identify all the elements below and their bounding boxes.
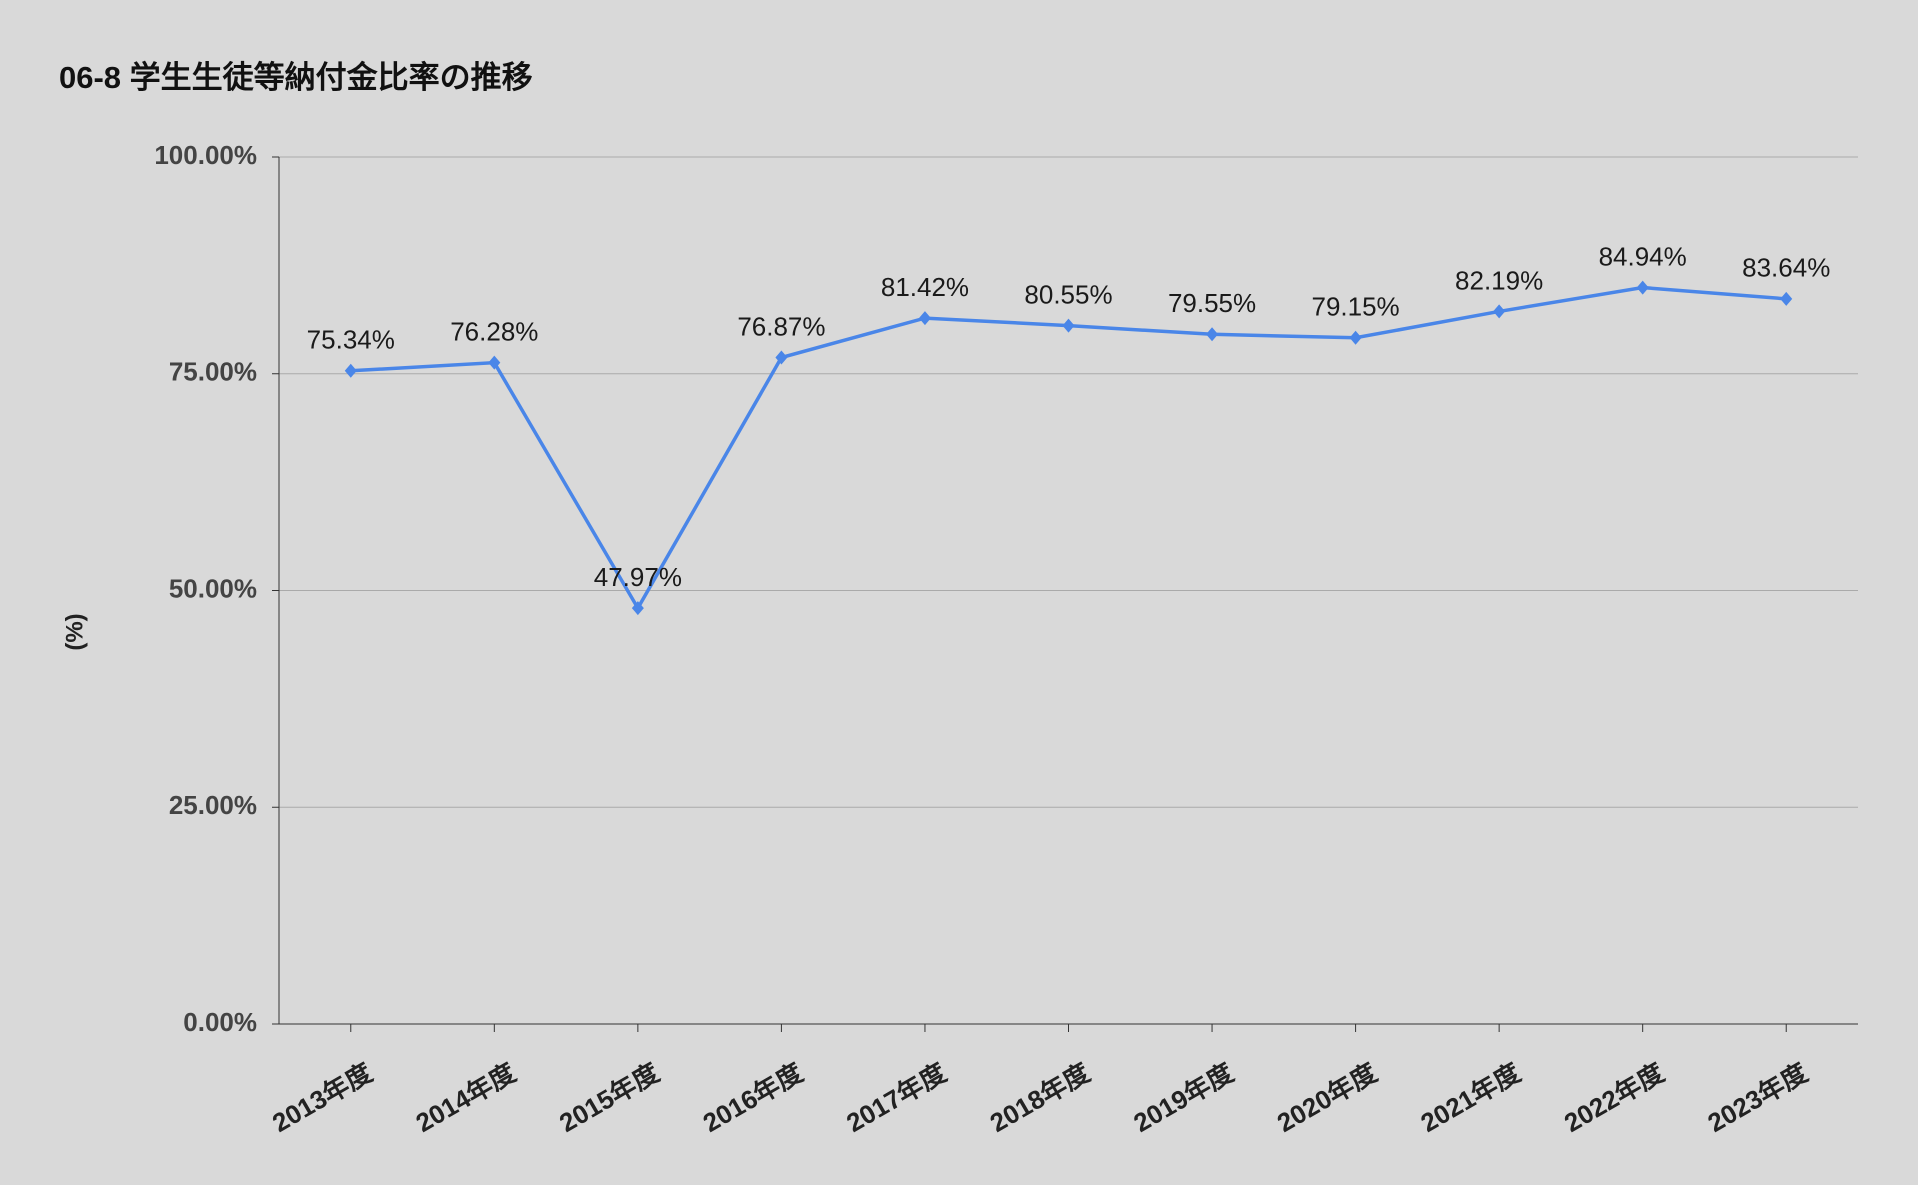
data-label: 81.42% xyxy=(881,272,969,302)
data-label: 80.55% xyxy=(1024,280,1112,310)
data-label: 47.97% xyxy=(594,562,682,592)
y-axis-label: (%) xyxy=(61,613,88,650)
point-marker xyxy=(1780,291,1793,306)
data-label: 79.55% xyxy=(1168,288,1256,318)
point-marker xyxy=(1062,318,1075,333)
y-tick-label: 25.00% xyxy=(169,790,257,820)
data-label: 76.28% xyxy=(450,317,538,347)
data-label: 79.15% xyxy=(1311,292,1399,322)
y-tick-label: 75.00% xyxy=(169,357,257,387)
data-label: 82.19% xyxy=(1455,265,1543,295)
data-label: 76.87% xyxy=(737,311,825,341)
point-marker xyxy=(344,363,357,378)
y-tick-label: 50.00% xyxy=(169,573,257,603)
point-marker xyxy=(918,311,931,326)
point-marker xyxy=(1349,330,1362,345)
point-marker xyxy=(488,355,501,370)
y-tick-label: 100.00% xyxy=(154,140,257,170)
point-marker xyxy=(631,601,644,616)
point-marker xyxy=(1636,280,1649,295)
point-marker xyxy=(1493,304,1506,319)
point-marker xyxy=(775,350,788,365)
data-label: 75.34% xyxy=(307,325,395,355)
y-tick-label: 0.00% xyxy=(183,1007,257,1037)
data-label: 84.94% xyxy=(1599,241,1687,271)
point-marker xyxy=(1206,327,1219,342)
chart-title: 06-8 学生生徒等納付金比率の推移 xyxy=(59,60,533,95)
data-label: 83.64% xyxy=(1742,253,1830,283)
